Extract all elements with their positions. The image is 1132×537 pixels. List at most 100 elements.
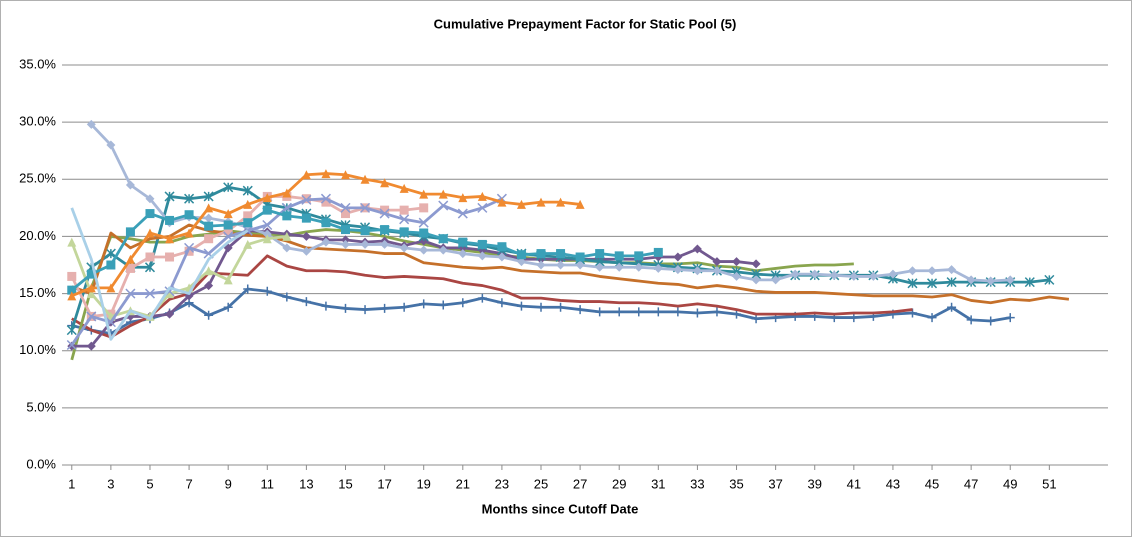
marker <box>458 249 468 259</box>
marker <box>927 278 938 289</box>
marker <box>1005 275 1015 285</box>
marker <box>595 249 605 259</box>
marker <box>242 185 253 196</box>
marker <box>907 266 917 276</box>
x-tick-label: 9 <box>225 476 232 491</box>
marker <box>946 277 957 288</box>
marker <box>438 234 448 244</box>
marker <box>262 286 272 296</box>
x-tick-label: 25 <box>534 476 548 491</box>
marker <box>927 313 937 323</box>
marker <box>223 182 234 193</box>
marker <box>184 228 194 238</box>
marker <box>418 217 429 228</box>
marker <box>477 202 488 213</box>
marker <box>301 213 311 223</box>
x-tick-label: 43 <box>886 476 900 491</box>
marker <box>340 209 350 219</box>
marker <box>1005 313 1015 323</box>
marker <box>67 291 77 301</box>
marker <box>282 243 292 253</box>
marker <box>575 305 585 315</box>
marker <box>673 252 683 262</box>
x-tick-label: 15 <box>338 476 352 491</box>
marker <box>438 245 448 255</box>
marker <box>165 289 175 299</box>
marker <box>321 169 331 179</box>
marker <box>321 237 331 247</box>
marker <box>712 266 722 276</box>
marker <box>692 266 702 276</box>
marker <box>321 197 331 207</box>
marker <box>927 266 937 276</box>
marker <box>301 231 311 241</box>
x-tick-label: 29 <box>612 476 626 491</box>
marker <box>223 302 233 312</box>
marker <box>653 263 663 273</box>
marker <box>340 303 350 313</box>
marker <box>243 284 253 294</box>
marker <box>125 288 136 299</box>
marker <box>692 244 702 254</box>
marker <box>184 210 194 220</box>
marker <box>575 252 585 262</box>
marker <box>223 275 233 285</box>
marker <box>595 307 605 317</box>
marker <box>204 221 214 231</box>
marker <box>125 227 135 237</box>
marker <box>360 202 371 213</box>
marker <box>751 314 761 324</box>
marker <box>986 316 996 326</box>
marker <box>184 242 195 253</box>
marker <box>86 341 96 351</box>
marker <box>712 257 722 267</box>
marker <box>888 269 898 279</box>
marker <box>829 270 839 280</box>
marker <box>360 239 370 249</box>
marker <box>966 275 976 285</box>
marker <box>595 262 605 272</box>
marker <box>165 309 175 319</box>
marker <box>849 313 859 323</box>
marker <box>380 239 390 249</box>
chart-title: Cumulative Prepayment Factor for Static … <box>434 16 737 31</box>
x-tick-label: 35 <box>729 476 743 491</box>
marker <box>477 251 487 261</box>
x-tick-label: 19 <box>416 476 430 491</box>
marker <box>634 251 644 261</box>
marker <box>262 234 272 244</box>
marker <box>907 278 918 289</box>
marker <box>634 307 644 317</box>
marker <box>732 309 742 319</box>
y-tick-label: 20.0% <box>19 228 56 243</box>
marker <box>203 191 214 202</box>
marker <box>67 237 77 247</box>
marker <box>477 239 487 249</box>
marker <box>966 315 976 325</box>
marker <box>204 203 214 213</box>
marker <box>165 215 175 225</box>
marker <box>165 234 175 244</box>
marker <box>673 307 683 317</box>
x-tick-label: 27 <box>573 476 587 491</box>
y-tick-label: 15.0% <box>19 285 56 300</box>
marker <box>575 260 585 270</box>
marker <box>282 188 292 198</box>
marker <box>556 197 566 207</box>
marker <box>380 303 390 313</box>
marker <box>497 242 507 252</box>
marker <box>419 245 429 255</box>
marker <box>614 307 624 317</box>
y-tick-label: 35.0% <box>19 56 56 71</box>
marker <box>536 249 546 259</box>
marker <box>164 191 175 202</box>
marker <box>86 283 96 293</box>
marker <box>497 197 507 207</box>
marker <box>790 269 800 279</box>
marker <box>301 246 311 256</box>
x-axis-label: Months since Cutoff Date <box>482 501 639 516</box>
marker <box>380 205 390 215</box>
marker <box>184 246 194 256</box>
